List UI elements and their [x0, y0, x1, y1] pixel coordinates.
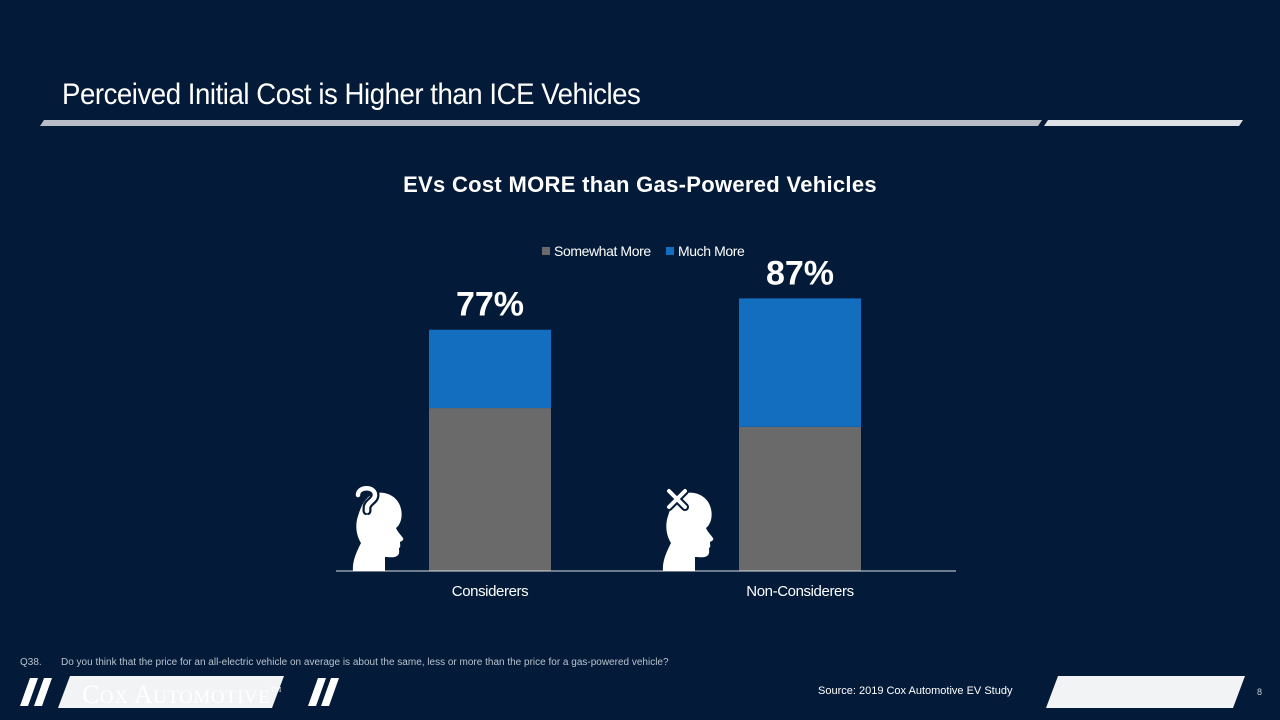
bar-non-considerers-somewhat-more	[739, 426, 861, 571]
slide-title: Perceived Initial Cost is Higher than IC…	[62, 78, 641, 111]
x-axis-labels: Considerers Non-Considerers	[452, 583, 854, 600]
legend-label-1: Somewhat More	[554, 243, 651, 259]
question-head-icon	[352, 483, 404, 571]
total-label-2: 87%	[766, 254, 834, 292]
x-tick-label-2: Non-Considerers	[746, 583, 853, 600]
cox-automotive-logo: COX AUTOMOTIVETM	[82, 680, 282, 709]
bar-non-considerers-much-more	[739, 298, 861, 427]
bars-group	[429, 298, 861, 571]
source-note: Source: 2019 Cox Automotive EV Study	[818, 685, 1013, 697]
total-labels: 77% 87%	[456, 254, 834, 323]
bar-considerers-somewhat-more	[429, 408, 551, 571]
category-icons	[352, 483, 714, 571]
total-label-1: 77%	[456, 286, 524, 324]
x-head-icon	[662, 487, 714, 571]
title-rule	[40, 120, 1243, 126]
chart-legend: Somewhat More Much More	[542, 243, 745, 259]
stacked-bar-chart: Somewhat More Much More Considerers Non-Co…	[336, 243, 956, 600]
x-tick-label-1: Considerers	[452, 583, 528, 600]
survey-question: Q38. Do you think that the price for an a…	[20, 657, 669, 668]
footer-band	[0, 676, 1280, 708]
question-text: Do you think that the price for an all-e…	[61, 657, 669, 668]
legend-label-2: Much More	[678, 243, 745, 259]
legend-swatch-2	[666, 247, 674, 255]
legend-swatch-1	[542, 247, 550, 255]
bar-considerers-much-more	[429, 329, 551, 409]
question-number: Q38.	[20, 657, 42, 668]
page-number: 8	[1257, 687, 1263, 697]
chart-title: EVs Cost MORE than Gas-Powered Vehicles	[403, 172, 877, 197]
